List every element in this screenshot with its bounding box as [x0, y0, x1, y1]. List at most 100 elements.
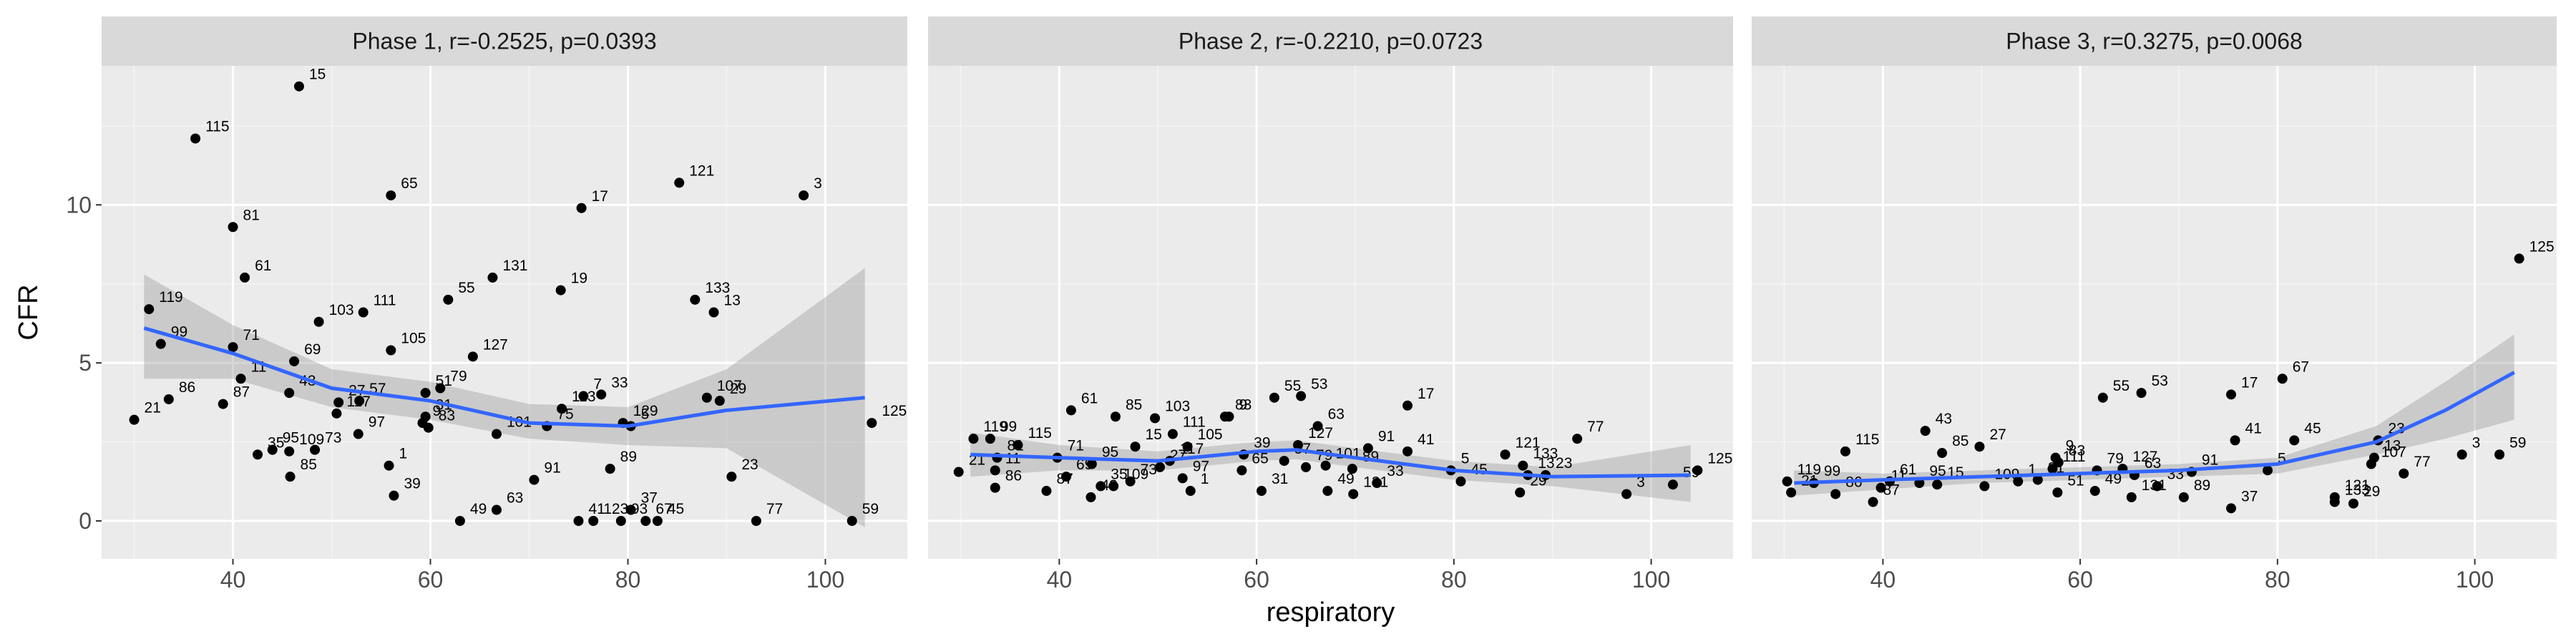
point-label: 53: [2152, 373, 2168, 389]
point-label: 37: [641, 490, 658, 507]
point: [353, 429, 364, 439]
point: [1979, 481, 1990, 492]
point: [2494, 449, 2505, 460]
point-label: 79: [2107, 450, 2124, 467]
point-label: 121: [2345, 477, 2370, 494]
point-label: 49: [2105, 471, 2122, 487]
point: [253, 449, 263, 460]
point-label: 59: [2509, 434, 2526, 451]
point-label: 133: [2345, 482, 2370, 499]
point: [640, 516, 651, 526]
point-label: 13: [2384, 438, 2401, 454]
point: [1402, 446, 1413, 457]
point-label: 31: [1272, 471, 1288, 487]
point: [1830, 489, 1841, 499]
point: [1150, 413, 1161, 424]
point: [1875, 482, 1886, 493]
point-label: 45: [1470, 462, 1487, 478]
point: [555, 285, 566, 296]
point-label: 85: [1952, 433, 1968, 449]
point-label: 63: [1328, 406, 1345, 423]
point-label: 67: [2293, 358, 2309, 375]
point-label: 91: [2202, 452, 2218, 469]
point: [625, 504, 636, 515]
panel-background: [102, 66, 907, 559]
point-label: 81: [243, 207, 260, 223]
point-label: 91: [544, 460, 560, 477]
point: [2277, 374, 2288, 384]
point: [529, 474, 540, 485]
point-label: 119: [1797, 462, 1821, 478]
point-label: 103: [329, 302, 354, 318]
point-label: 125: [1707, 450, 1732, 467]
point-label: 99: [1824, 463, 1840, 479]
point-label: 13: [1538, 455, 1554, 472]
point-label: 9: [2066, 438, 2074, 454]
point: [1301, 462, 1312, 472]
point-label: 127: [483, 336, 508, 353]
point-label: 85: [1126, 396, 1142, 413]
point-label: 41: [1418, 431, 1434, 448]
point-label: 103: [1165, 398, 1190, 414]
point-label: 63: [507, 490, 523, 507]
point: [990, 465, 1000, 476]
point: [1185, 486, 1196, 497]
point: [2053, 457, 2064, 468]
point-label: 41: [2245, 420, 2262, 436]
point: [990, 482, 1000, 493]
point-label: 91: [1378, 428, 1395, 444]
point-label: 73: [325, 430, 341, 447]
point-label: 5: [641, 406, 650, 423]
point: [386, 345, 396, 356]
x-axis-title: respiratory: [1267, 597, 1395, 628]
point-label: 33: [611, 374, 628, 391]
point-label: 5: [2278, 450, 2286, 467]
point-label: 3: [1636, 474, 1645, 490]
point: [847, 516, 857, 526]
point: [1840, 446, 1850, 457]
point: [144, 304, 155, 315]
point-label: 107: [2381, 444, 2406, 461]
point: [1932, 479, 1943, 490]
point: [289, 356, 300, 366]
point: [1868, 497, 1878, 507]
point: [2329, 497, 2340, 507]
point: [1279, 456, 1289, 467]
point-label: 55: [1284, 378, 1301, 394]
point-label: 121: [689, 162, 714, 179]
point: [358, 307, 369, 318]
point: [2514, 253, 2524, 264]
point-label: 87: [233, 384, 250, 401]
confidence-band: [970, 432, 1691, 502]
point-label: 133: [705, 280, 730, 296]
point: [284, 446, 295, 457]
point: [285, 472, 296, 482]
point-label: 77: [1587, 419, 1604, 435]
point-label: 113: [572, 389, 595, 405]
point: [435, 383, 446, 394]
point: [605, 464, 615, 474]
point: [1455, 476, 1466, 487]
point-label: 131: [502, 258, 527, 274]
strip-background: [1752, 16, 2557, 66]
point-label: 133: [1533, 446, 1558, 462]
point-label: 73: [1141, 462, 1157, 478]
point-label: 79: [450, 369, 467, 385]
point-label: 97: [369, 414, 385, 431]
point-label: 45: [668, 501, 684, 517]
point-label: 27: [1989, 426, 2006, 443]
point: [1518, 460, 1528, 471]
point-label: 65: [1252, 450, 1268, 467]
panel-background: [1752, 66, 2557, 559]
point: [1293, 440, 1304, 450]
point-label: 125: [882, 403, 907, 419]
point: [1692, 465, 1703, 476]
point: [968, 434, 979, 444]
x-tick-label: 40: [1047, 567, 1073, 592]
point-label: 83: [439, 408, 455, 424]
point: [1013, 440, 1023, 450]
point-label: 61: [1081, 390, 1098, 406]
point-label: 95: [1102, 444, 1118, 461]
panel-title: Phase 3, r=0.3275, p=0.0068: [2006, 29, 2303, 54]
point: [1786, 487, 1797, 498]
